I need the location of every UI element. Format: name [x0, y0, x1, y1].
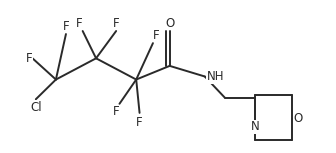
- Text: O: O: [293, 112, 303, 125]
- Text: F: F: [76, 17, 83, 30]
- Text: NH: NH: [207, 70, 224, 83]
- Text: F: F: [113, 105, 120, 118]
- Text: F: F: [113, 17, 119, 30]
- Text: F: F: [26, 52, 33, 65]
- Text: F: F: [136, 116, 143, 129]
- Text: N: N: [251, 120, 259, 133]
- Text: F: F: [153, 29, 160, 42]
- Text: Cl: Cl: [30, 101, 42, 114]
- Text: O: O: [165, 17, 174, 30]
- Text: F: F: [62, 20, 69, 33]
